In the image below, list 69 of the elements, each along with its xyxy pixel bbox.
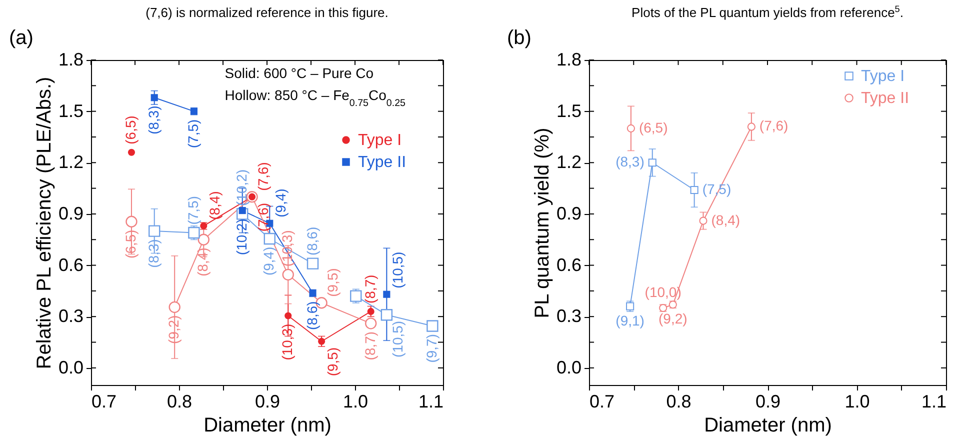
annotation: (7,5) <box>184 196 201 225</box>
text: (b) <box>507 27 532 49</box>
x-tick-label: 0.9 <box>755 392 781 412</box>
annotation: (9,5) <box>324 347 341 376</box>
x-tick-label: 1.0 <box>844 392 870 412</box>
y-tick-label: 1.8 <box>556 50 582 70</box>
annotation: (8,3) <box>145 106 162 134</box>
annotation: (8,4) <box>206 191 223 220</box>
annotation: (7,6) <box>759 118 788 134</box>
annotation: (6,5) <box>122 230 138 258</box>
annotation: (10,3) <box>279 230 296 267</box>
annotation: (8,3) <box>616 154 644 170</box>
y-tick-label: 1.8 <box>58 50 84 70</box>
y-tick-label: 1.5 <box>556 100 582 121</box>
annotation: (8,4) <box>194 248 211 276</box>
annotation: (9,2) <box>658 310 688 327</box>
y-tick-label: 1.2 <box>58 152 84 172</box>
y-tick-label: 0.9 <box>556 203 582 224</box>
annotation: (8,6) <box>304 226 320 256</box>
annotation: (7,6) <box>255 162 272 191</box>
x-tick-label: 1.0 <box>342 392 368 412</box>
y-tick-label: 0.6 <box>556 254 582 275</box>
y-tick-label: 0.6 <box>58 254 84 275</box>
annotation: (10,2) <box>233 218 250 256</box>
x-tick-label: 0.7 <box>92 392 117 412</box>
annotation: (7,5) <box>184 119 201 148</box>
annotation: Hollow: 850 °C – Fe$_{0.75}$Co$_{0.25}$ <box>224 87 406 108</box>
annotation: (9,4) <box>260 246 277 276</box>
annotation: (10,2) <box>233 169 250 206</box>
annotation: (6,5) <box>122 116 138 144</box>
annotation: (10,5) <box>390 320 406 358</box>
chart-title: (7,6) is normalized reference in this figure. <box>146 5 388 20</box>
x-tick-label: 1.1 <box>418 392 444 412</box>
x-tick-label: 0.8 <box>666 392 692 412</box>
y-tick-label: 0.3 <box>556 306 582 326</box>
y-tick-label: 0.3 <box>58 306 84 326</box>
legend-label: Type II <box>358 154 406 171</box>
annotation: (6,5) <box>638 119 668 136</box>
y-axis-title: PL quantum yield (%) <box>531 128 554 318</box>
annotation: (10,5) <box>390 252 406 288</box>
legend-label: Type I <box>358 132 402 149</box>
legend-label: Type II <box>861 90 910 107</box>
annotation: (8,3) <box>145 239 162 268</box>
annotation: (8,4) <box>711 212 740 228</box>
annotation: (10,3) <box>279 324 296 360</box>
annotation: (8,6) <box>304 301 320 330</box>
annotation: (9,5) <box>324 268 341 297</box>
y-tick-label: 0.9 <box>58 203 84 224</box>
x-tick-label: 0.7 <box>590 392 615 412</box>
x-axis-title: Diameter (nm) <box>704 414 832 436</box>
x-tick-label: 1.1 <box>921 392 946 412</box>
chart-title: Plots of the PL quantum yields from reference$^{5}$. <box>632 4 904 20</box>
legend-label: Type I <box>861 68 905 85</box>
annotation: Solid: 600 °C – Pure Co <box>224 65 374 81</box>
annotation: (9,1) <box>616 312 644 328</box>
annotation: (9,4) <box>272 188 289 218</box>
y-axis-title: Relative PL efficiency (PLE/Abs.) <box>33 76 56 370</box>
annotation: (9,7) <box>423 334 440 363</box>
y-tick-label: 1.5 <box>58 100 84 121</box>
annotation: (8,7) <box>362 331 378 360</box>
x-axis-title: Diameter (nm) <box>204 414 332 436</box>
x-tick-label: 0.9 <box>254 392 280 412</box>
x-tick-label: 0.8 <box>166 392 192 412</box>
text: (a) <box>9 27 34 49</box>
y-tick-label: 0.0 <box>58 357 84 378</box>
annotation: (7,6) <box>255 202 272 232</box>
annotation: (8,7) <box>362 274 378 304</box>
y-tick-label: 1.2 <box>556 152 582 172</box>
y-tick-label: 0.0 <box>556 357 582 378</box>
